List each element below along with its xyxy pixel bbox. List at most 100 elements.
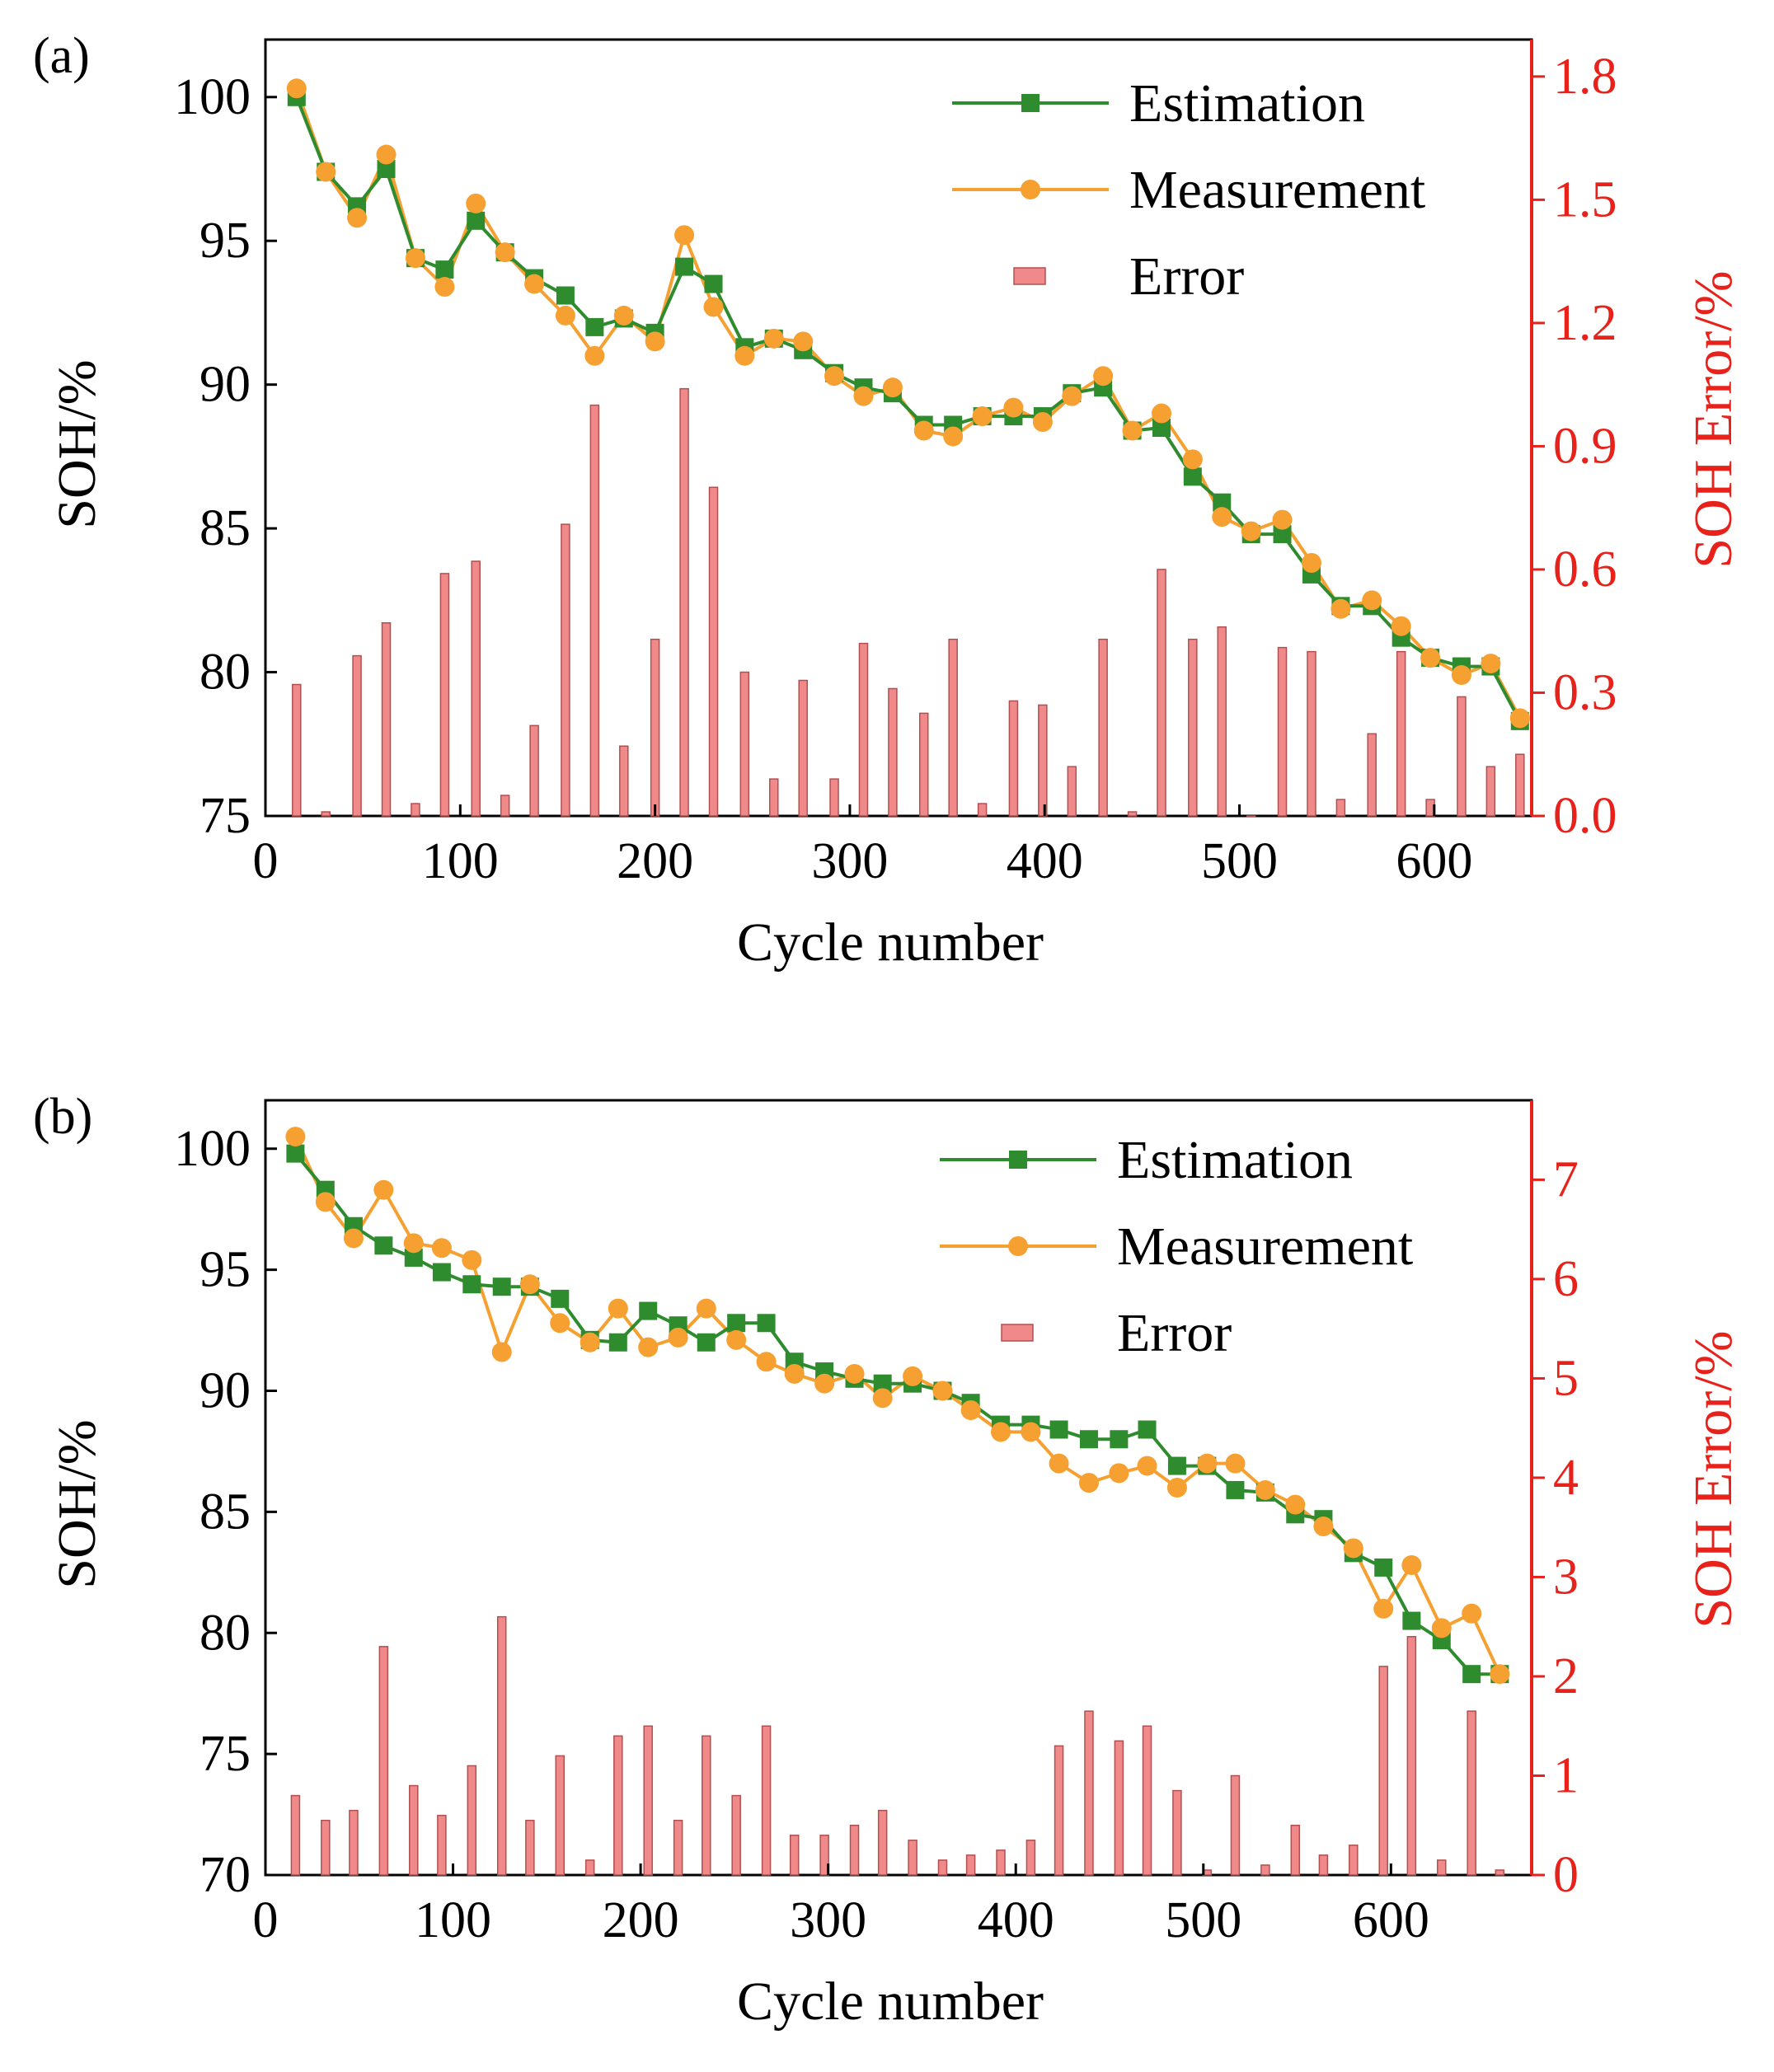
measurement-point	[347, 208, 368, 228]
error-bar	[1277, 646, 1288, 817]
estimation-point	[1167, 1456, 1186, 1475]
x-tick-label: 500	[1201, 833, 1278, 889]
error-bar	[352, 654, 362, 817]
estimation-point	[377, 160, 396, 178]
measurement-point	[434, 277, 455, 298]
error-bar	[1457, 696, 1467, 817]
error-bar	[439, 573, 450, 817]
measurement-point	[1431, 1618, 1452, 1638]
legend-label: Estimation	[1129, 73, 1365, 134]
y2-tick-label: 6	[1553, 1251, 1579, 1307]
y2-tick-label: 7	[1553, 1151, 1579, 1207]
measurement-point	[674, 225, 695, 246]
estimation-point	[1402, 1611, 1421, 1630]
legend-estimation-marker	[1009, 1151, 1027, 1169]
legend-label: Error	[1129, 246, 1244, 307]
error-bar	[1127, 811, 1138, 817]
error-bar	[471, 560, 481, 817]
error-bar	[679, 387, 689, 817]
y-tick-label: 75	[199, 1726, 251, 1782]
legend-estimation-marker	[1021, 94, 1040, 112]
y-axis-title: SOH/%	[47, 1419, 107, 1588]
measurement-point	[285, 1127, 306, 1147]
measurement-point	[882, 377, 903, 398]
estimation-point	[639, 1301, 658, 1320]
y-tick-label: 95	[199, 1242, 251, 1298]
measurement-point	[584, 345, 605, 366]
measurement-point	[645, 331, 665, 352]
measurement-point	[991, 1422, 1011, 1442]
error-bar	[1495, 1869, 1505, 1876]
legend: Estimation Measurement Error	[940, 1130, 1413, 1363]
measurement-point	[403, 1233, 424, 1254]
estimation-point	[757, 1314, 776, 1333]
measurement-point	[638, 1337, 659, 1357]
y2-tick-label: 2	[1553, 1648, 1579, 1704]
error-bar	[619, 745, 629, 817]
error-bar	[411, 803, 420, 817]
measurement-point	[431, 1238, 452, 1259]
error-bar	[496, 1615, 507, 1876]
measurement-point	[1330, 598, 1351, 619]
error-bar	[996, 1849, 1006, 1876]
x-tick-label: 400	[1007, 833, 1083, 889]
panel-b: 0 100 200 300 400 500 600 70 75 80 85 90 95 100 0 1 2 3 4 5…	[33, 1089, 1743, 2032]
error-bar	[1335, 799, 1346, 817]
x-axis-title: Cycle number	[737, 912, 1044, 973]
error-bar	[965, 1854, 976, 1876]
estimation-point	[551, 1289, 570, 1308]
error-bar	[378, 1646, 389, 1876]
measurement-point	[343, 1228, 364, 1249]
measurement-point	[872, 1388, 893, 1409]
measurement-point	[373, 1179, 394, 1200]
measurement-point	[1049, 1453, 1069, 1474]
measurement-point	[1313, 1516, 1334, 1536]
legend-measurement-marker	[1021, 180, 1040, 199]
measurement-point	[524, 274, 545, 294]
error-bar	[1038, 704, 1048, 817]
estimation-point	[1462, 1665, 1481, 1684]
error-bar	[937, 1859, 948, 1876]
error-bar	[849, 1824, 860, 1876]
measurement-point	[1021, 1422, 1041, 1442]
estimation-point	[1183, 467, 1202, 486]
x-tick-label: 600	[1396, 833, 1472, 889]
x-tick-label: 0	[253, 833, 279, 889]
error-bar	[349, 1809, 359, 1876]
measurement-point	[555, 305, 575, 326]
error-bar	[1230, 1774, 1241, 1876]
error-bar	[1084, 1710, 1094, 1876]
error-bar	[529, 724, 539, 817]
measurement-point	[1490, 1664, 1510, 1685]
measurement-point	[495, 242, 515, 263]
y2-tick-label: 3	[1553, 1549, 1579, 1605]
measurement-point	[1062, 386, 1082, 406]
error-bar	[613, 1735, 623, 1876]
panel-a: 0 100 200 300 400 500 600 75 80 85 90 95 100 0.0 0.3 0.…	[33, 28, 1743, 973]
measurement-point	[608, 1298, 628, 1319]
measurement-point	[756, 1352, 777, 1372]
error-bar	[918, 712, 929, 817]
estimation-point	[873, 1374, 892, 1393]
error-bar	[1188, 638, 1198, 817]
measurement-point	[1255, 1479, 1275, 1500]
legend-measurement-marker	[1008, 1236, 1028, 1256]
measurement-point	[784, 1363, 805, 1384]
y-tick-label: 75	[199, 788, 251, 844]
measurement-point	[763, 328, 784, 349]
x-tick-label: 0	[253, 1892, 279, 1948]
x-axis-title: Cycle number	[737, 1971, 1044, 2032]
y2-tick-label: 1.2	[1553, 295, 1617, 351]
error-bar	[1290, 1824, 1301, 1876]
x-tick-label: 500	[1165, 1892, 1241, 1948]
error-bar	[769, 778, 779, 817]
y2-axis-title: SOH Error/%	[1683, 270, 1743, 568]
error-bar	[381, 621, 392, 817]
measurement-point	[943, 426, 964, 447]
measurement-point	[1225, 1453, 1246, 1474]
measurement-point	[1078, 1473, 1099, 1493]
measurement-point	[1182, 449, 1203, 470]
error-bar	[1008, 700, 1019, 817]
error-bar	[1025, 1840, 1036, 1876]
measurement-point	[550, 1313, 570, 1334]
